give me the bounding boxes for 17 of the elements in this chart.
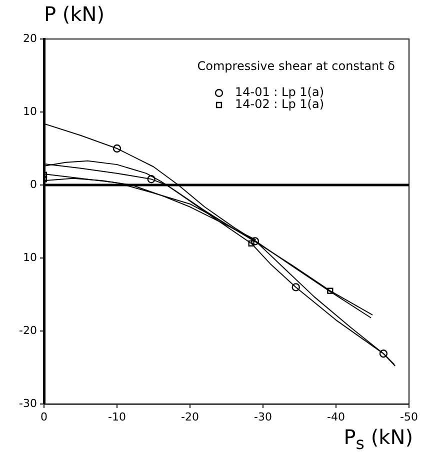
y-tick-label: -20 — [19, 324, 37, 337]
x-axis-title: P$_{s}$ (kN) — [344, 425, 413, 453]
x-tick-label: -50 — [400, 410, 418, 424]
x-tick-label: -20 — [181, 410, 199, 424]
x-tick-label: 0 — [40, 410, 48, 424]
y-tick-label: 0 — [30, 178, 37, 191]
y-tick-label: 10 — [23, 250, 37, 264]
x-tick-label: -30 — [254, 410, 272, 424]
legend-label: 14-01 : Lp 1(a) — [235, 85, 324, 100]
x-tick-label: -10 — [108, 410, 126, 424]
legend-label: 14-02 : Lp 1(a) — [235, 97, 324, 112]
legend-title: Compressive shear at constant δ — [197, 59, 396, 74]
y-tick-label: -30 — [19, 396, 37, 410]
x-tick-label: -40 — [327, 410, 345, 424]
y-tick-label: 20 — [23, 32, 37, 45]
y-tick-label: 10 — [23, 104, 37, 118]
y-axis-title: P (kN) — [44, 2, 105, 26]
